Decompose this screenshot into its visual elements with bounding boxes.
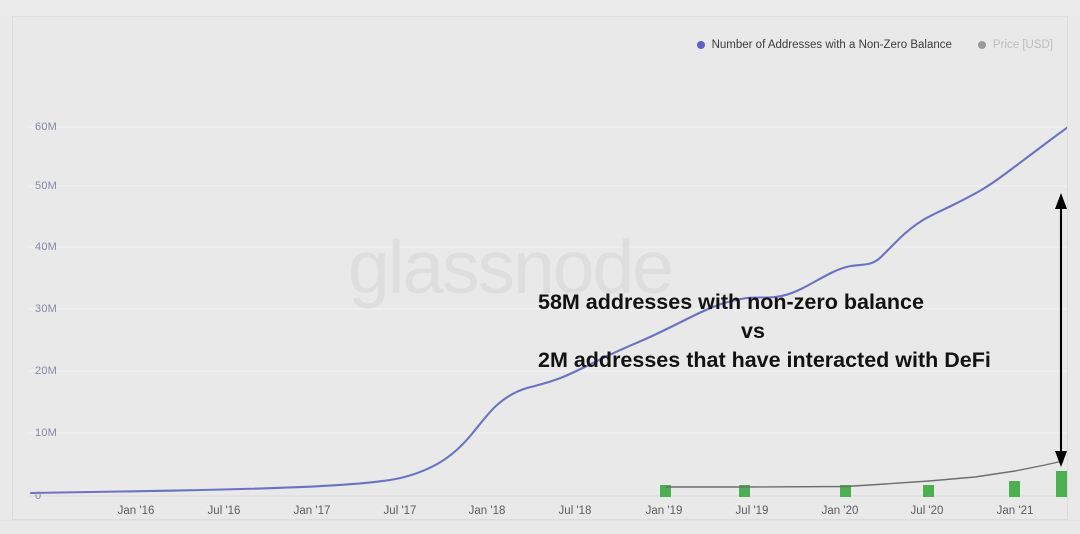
annotation-line-2: vs — [741, 319, 765, 343]
y-tick-label-10M: 10M — [35, 427, 57, 439]
addresses-line — [29, 126, 1067, 495]
bottom-edge-separator — [0, 520, 1080, 534]
x-tick-label-jan17: Jan '17 — [293, 505, 331, 517]
x-tick-label-jan16: Jan '16 — [117, 505, 155, 517]
legend-dot-icon-price — [977, 41, 986, 49]
legend-dot-icon-addresses — [696, 41, 705, 49]
top-cropped-strip — [0, 0, 1080, 16]
y-tick-label-20M: 20M — [35, 365, 57, 377]
legend-item-price[interactable]: Price [USD] — [977, 39, 1053, 51]
y-tick-label-50M: 50M — [35, 180, 57, 192]
y-tick-label-30M: 30M — [35, 303, 57, 315]
annotation-line-1: 58M addresses with non-zero balance — [538, 290, 924, 314]
legend-label-addresses: Number of Addresses with a Non-Zero Bala… — [711, 39, 952, 51]
chart-legend: Number of Addresses with a Non-Zero Bala… — [696, 37, 1053, 53]
y-tick-label-0: 0 — [35, 490, 42, 502]
chart-card: Number of Addresses with a Non-Zero Bala… — [12, 16, 1068, 520]
x-tick-label-jul18: Jul '18 — [558, 505, 592, 517]
glassnode-watermark: glassnode — [348, 225, 674, 309]
x-tick-label-jan18: Jan '18 — [468, 505, 506, 517]
x-tick-label-jul17: Jul '17 — [383, 505, 417, 517]
y-tick-label-40M: 40M — [35, 241, 57, 253]
green-marker-bars — [660, 471, 1067, 497]
x-tick-label-jan19: Jan '19 — [645, 505, 683, 517]
legend-label-price: Price [USD] — [992, 39, 1053, 51]
top-cropped-text — [26, 0, 30, 5]
x-tick-label-jul16: Jul '16 — [207, 505, 241, 517]
x-tick-label-jul20: Jul '20 — [910, 505, 944, 517]
annotation-line-3: 2M addresses that have interacted with D… — [538, 348, 991, 372]
gridlines — [29, 126, 1067, 434]
chart-svg — [29, 126, 1067, 497]
legend-item-addresses[interactable]: Number of Addresses with a Non-Zero Bala… — [696, 39, 952, 51]
plot-area: 0 10M 20M 30M 40M 50M 60M — [15, 75, 1067, 502]
price-line — [665, 460, 1064, 488]
x-tick-label-jul19: Jul '19 — [735, 505, 769, 517]
y-tick-label-60M: 60M — [35, 121, 57, 133]
x-axis: Jan '16 Jul '16 Jan '17 Jul '17 Jan '18 … — [13, 505, 1069, 527]
x-tick-label-jan20: Jan '20 — [821, 505, 859, 517]
double-arrow-annotation — [1055, 193, 1067, 467]
annotation-callout: 58M addresses with non-zero balance vs 2… — [538, 288, 1038, 375]
x-tick-label-jan21: Jan '21 — [996, 505, 1034, 517]
